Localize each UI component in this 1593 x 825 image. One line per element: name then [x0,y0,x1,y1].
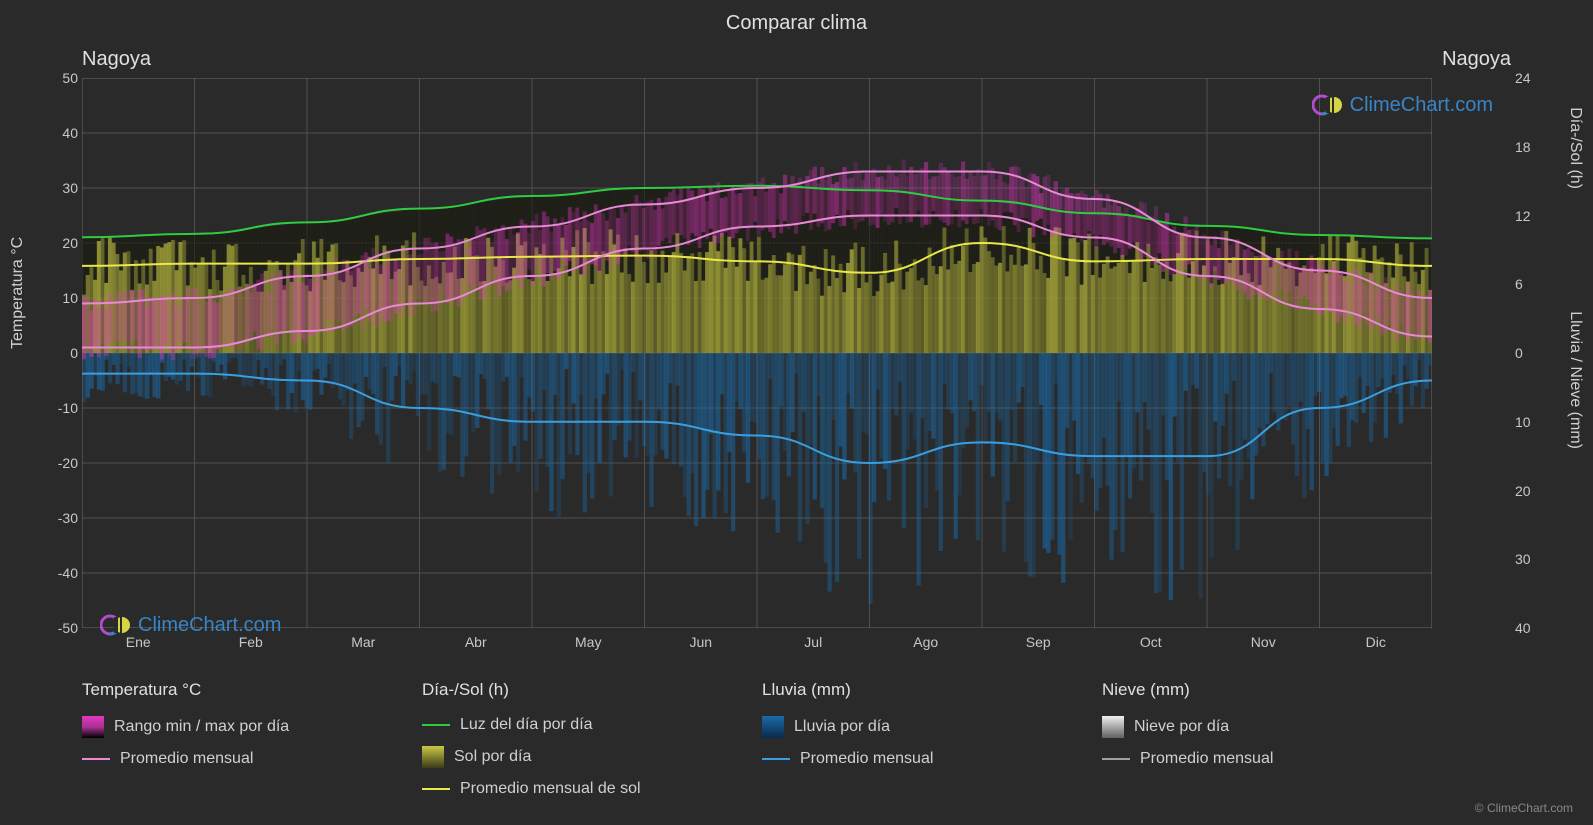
tick-left: -50 [50,620,78,636]
tick-left: 30 [50,180,78,196]
legend-item-daylight: Luz del día por día [422,716,752,734]
tick-left: -20 [50,455,78,471]
chart-title: Comparar clima [0,0,1593,35]
legend-label: Promedio mensual [1140,750,1273,768]
swatch-rain [762,716,784,738]
tick-month: May [568,634,608,650]
location-label-left: Nagoya [82,48,151,71]
tick-left: -10 [50,400,78,416]
legend-header-rain: Lluvia (mm) [762,680,1092,700]
swatch-snow [1102,716,1124,738]
legend-header-snow: Nieve (mm) [1102,680,1432,700]
tick-left: 20 [50,235,78,251]
tick-left: 50 [50,70,78,86]
legend-label: Lluvia por día [794,718,890,736]
tick-month: Jun [681,634,721,650]
legend-label: Promedio mensual [800,750,933,768]
legend: Temperatura °C Rango min / max por día P… [82,680,1432,798]
swatch-rainmean-line [762,758,790,760]
legend-item-temp-mean: Promedio mensual [82,750,412,768]
tick-left: -30 [50,510,78,526]
tick-right: 12 [1515,208,1543,224]
tick-right: 24 [1515,70,1543,86]
tick-right: 40 [1515,620,1543,636]
location-label-right: Nagoya [1442,48,1511,71]
climechart-logo-icon [1312,90,1342,120]
tick-right: 10 [1515,414,1543,430]
tick-month: Dic [1356,634,1396,650]
tick-right: 20 [1515,483,1543,499]
legend-item-snow-mean: Promedio mensual [1102,750,1432,768]
swatch-temp-range [82,716,104,738]
watermark-bottom-left: ClimeChart.com [100,610,281,640]
legend-label: Luz del día por día [460,716,593,734]
tick-month: Sep [1018,634,1058,650]
tick-month: Oct [1131,634,1171,650]
legend-item-sunmean: Promedio mensual de sol [422,780,752,798]
tick-left: 0 [50,345,78,361]
y-axis-left-label: Temperatura °C [9,237,27,349]
tick-right: 0 [1515,345,1543,361]
tick-left: 40 [50,125,78,141]
watermark-top-right: ClimeChart.com [1312,90,1493,120]
swatch-sun [422,746,444,768]
swatch-snowmean-line [1102,758,1130,760]
swatch-daylight-line [422,724,450,726]
legend-item-snow-daily: Nieve por día [1102,716,1432,738]
tick-month: Abr [456,634,496,650]
legend-item-temp-range: Rango min / max por día [82,716,412,738]
tick-month: Ago [906,634,946,650]
chart-svg [82,78,1432,628]
legend-item-rain-daily: Lluvia por día [762,716,1092,738]
legend-label: Sol por día [454,748,531,766]
legend-header-daysun: Día-/Sol (h) [422,680,752,700]
legend-header-temp: Temperatura °C [82,680,412,700]
tick-right: 18 [1515,139,1543,155]
legend-label: Rango min / max por día [114,718,289,736]
tick-right: 30 [1515,551,1543,567]
legend-label: Promedio mensual [120,750,253,768]
legend-label: Promedio mensual de sol [460,780,641,798]
tick-left: 10 [50,290,78,306]
copyright: © ClimeChart.com [1475,801,1573,815]
tick-month: Nov [1243,634,1283,650]
tick-month: Jul [793,634,833,650]
watermark-text: ClimeChart.com [1350,94,1493,117]
y-axis-right-top-label: Día-/Sol (h) [1566,107,1584,189]
legend-col-daysun: Día-/Sol (h) Luz del día por día Sol por… [422,680,752,798]
swatch-temp-mean-line [82,758,110,760]
legend-col-temp: Temperatura °C Rango min / max por día P… [82,680,412,798]
watermark-text: ClimeChart.com [138,614,281,637]
y-axis-right-bottom-label: Lluvia / Nieve (mm) [1566,311,1584,449]
legend-col-snow: Nieve (mm) Nieve por día Promedio mensua… [1102,680,1432,798]
swatch-sunmean-line [422,788,450,790]
legend-item-rain-mean: Promedio mensual [762,750,1092,768]
climechart-logo-icon [100,610,130,640]
legend-col-rain: Lluvia (mm) Lluvia por día Promedio mens… [762,680,1092,798]
tick-left: -40 [50,565,78,581]
tick-right: 6 [1515,276,1543,292]
plot-area [82,78,1432,628]
legend-label: Nieve por día [1134,718,1229,736]
tick-month: Mar [343,634,383,650]
legend-item-sun: Sol por día [422,746,752,768]
